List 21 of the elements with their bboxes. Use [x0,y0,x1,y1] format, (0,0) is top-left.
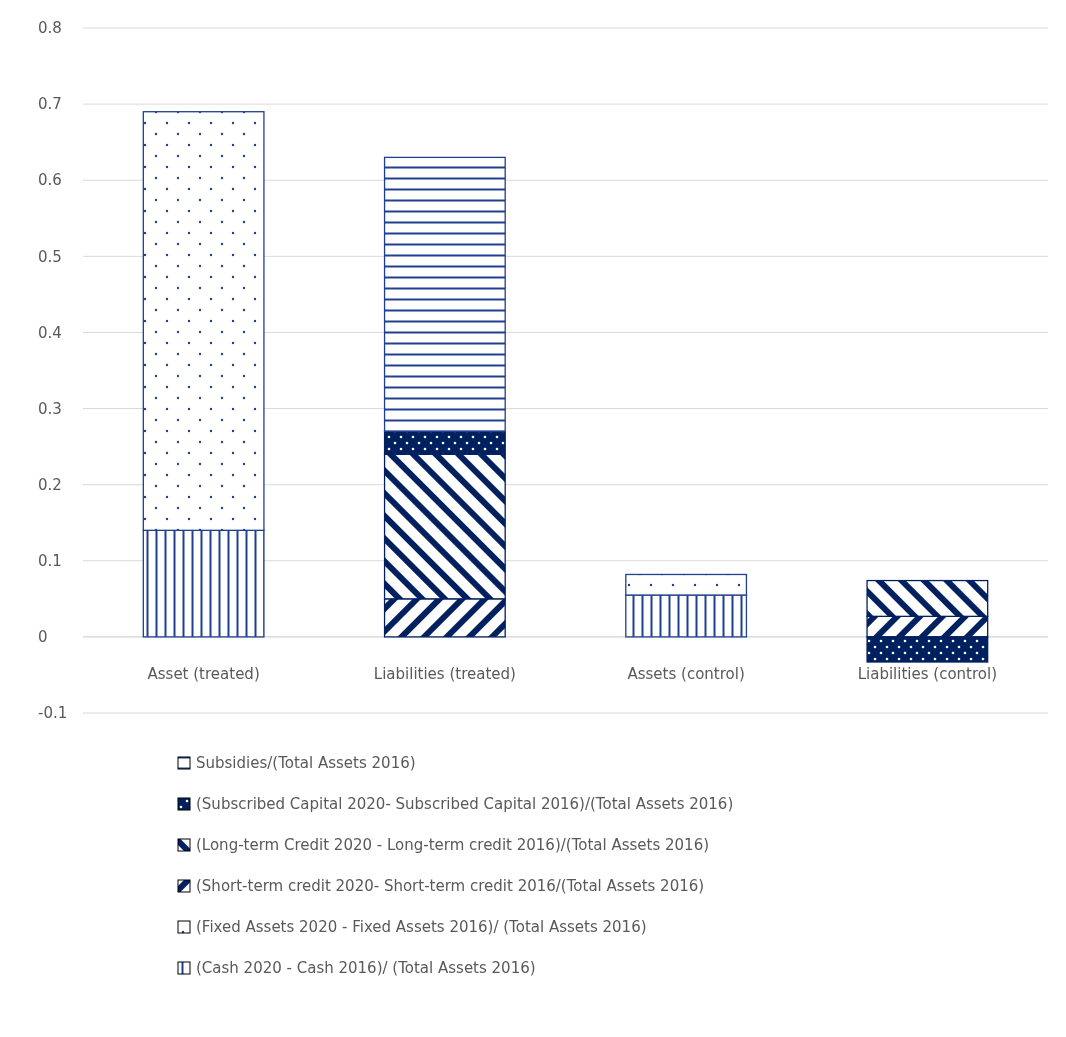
legend-label: (Short-term credit 2020- Short-term credit 2016/(Total Assets 2016) [196,877,705,896]
y-tick-label: 0.3 [38,399,62,418]
bar [383,156,506,433]
legend-label: Subsidies/(Total Assets 2016) [196,754,416,773]
x-tick-label: Liabilities (treated) [373,664,516,683]
y-tick-label: 0.5 [38,247,62,266]
y-tick-label: 0.7 [38,95,62,114]
y-tick-label: 0.6 [38,171,62,190]
y-tick-label: -0.1 [38,704,68,723]
legend-label: (Cash 2020 - Cash 2016)/ (Total Assets 2016) [196,959,536,978]
x-tick-label: Asset (treated) [147,664,260,683]
y-tick-label: 0.4 [38,323,62,342]
legend-label: (Fixed Assets 2020 - Fixed Assets 2016)/ (Total Assets 2016) [196,918,647,937]
y-tick-label: 0.8 [38,19,62,38]
legend-label: (Long-term Credit 2020 - Long-term credit 2016)/(Total Assets 2016) [196,836,710,855]
y-tick-label: 0 [38,628,48,647]
legend-label: (Subscribed Capital 2020- Subscribed Capital 2016)/(Total Assets 2016) [196,795,734,814]
y-tick-label: 0.1 [38,552,62,571]
y-tick-label: 0.2 [38,475,62,494]
x-tick-label: Assets (control) [627,664,745,683]
x-tick-label: Liabilities (control) [857,664,998,683]
